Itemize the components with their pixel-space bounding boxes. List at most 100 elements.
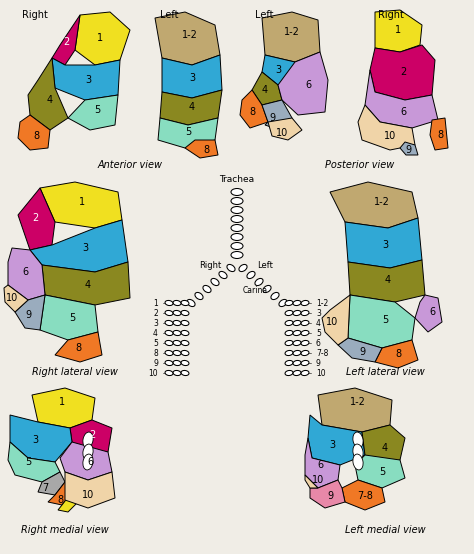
Polygon shape (48, 482, 72, 505)
Ellipse shape (293, 371, 301, 376)
Text: 1: 1 (59, 397, 65, 407)
Ellipse shape (181, 371, 189, 376)
Text: 9: 9 (327, 491, 333, 501)
Ellipse shape (353, 444, 363, 460)
Ellipse shape (165, 310, 173, 316)
Ellipse shape (301, 320, 309, 326)
Text: 4: 4 (189, 102, 195, 112)
Text: Left: Left (160, 10, 179, 20)
Ellipse shape (203, 285, 211, 293)
Text: 1-2: 1-2 (182, 30, 198, 40)
Polygon shape (52, 58, 120, 100)
Text: 6: 6 (429, 307, 435, 317)
Ellipse shape (173, 341, 181, 346)
Ellipse shape (173, 351, 181, 356)
Polygon shape (278, 52, 328, 115)
Text: 9: 9 (269, 113, 275, 123)
Ellipse shape (173, 330, 181, 336)
Polygon shape (308, 415, 365, 465)
Ellipse shape (165, 351, 173, 356)
Polygon shape (40, 182, 122, 228)
Text: 10: 10 (6, 293, 18, 303)
Polygon shape (55, 332, 102, 362)
Ellipse shape (293, 320, 301, 326)
Polygon shape (262, 100, 292, 130)
Ellipse shape (181, 341, 189, 346)
Text: Right medial view: Right medial view (21, 525, 109, 535)
Text: Left lateral view: Left lateral view (346, 367, 424, 377)
Ellipse shape (173, 300, 181, 306)
Polygon shape (345, 218, 422, 268)
Polygon shape (348, 260, 425, 302)
Text: 8: 8 (249, 107, 255, 117)
Ellipse shape (285, 351, 293, 356)
Ellipse shape (173, 361, 181, 366)
Ellipse shape (247, 271, 255, 279)
Ellipse shape (165, 300, 173, 306)
Text: 10: 10 (312, 475, 324, 485)
Ellipse shape (293, 341, 301, 346)
Polygon shape (75, 12, 130, 65)
Polygon shape (330, 182, 418, 228)
Ellipse shape (293, 361, 301, 366)
Polygon shape (8, 248, 45, 300)
Text: Left: Left (257, 261, 273, 270)
Ellipse shape (255, 279, 263, 285)
Polygon shape (240, 90, 268, 128)
Ellipse shape (293, 351, 301, 356)
Ellipse shape (231, 197, 243, 204)
Text: Right: Right (22, 10, 48, 20)
Ellipse shape (173, 320, 181, 326)
Polygon shape (30, 220, 128, 272)
Text: 5: 5 (382, 315, 388, 325)
Polygon shape (58, 492, 78, 512)
Text: Right: Right (199, 261, 221, 270)
Ellipse shape (301, 351, 309, 356)
Ellipse shape (231, 243, 243, 249)
Polygon shape (305, 475, 318, 488)
Polygon shape (365, 70, 438, 128)
Ellipse shape (293, 310, 301, 316)
Ellipse shape (353, 432, 363, 448)
Text: 3: 3 (189, 73, 195, 83)
Ellipse shape (83, 432, 93, 448)
Text: 9: 9 (405, 145, 411, 155)
Ellipse shape (301, 300, 309, 306)
Text: 1-2: 1-2 (350, 397, 366, 407)
Text: 8: 8 (75, 343, 81, 353)
Text: 9: 9 (153, 358, 158, 367)
Ellipse shape (173, 310, 181, 316)
Text: 9: 9 (316, 358, 321, 367)
Text: 10: 10 (326, 317, 338, 327)
Polygon shape (322, 295, 350, 345)
Text: 7: 7 (42, 483, 48, 493)
Text: 5: 5 (379, 467, 385, 477)
Text: 6: 6 (316, 338, 321, 347)
Polygon shape (8, 442, 60, 482)
Text: 6: 6 (22, 267, 28, 277)
Text: 5: 5 (153, 338, 158, 347)
Ellipse shape (231, 207, 243, 213)
Text: 1-2: 1-2 (374, 197, 390, 207)
Polygon shape (70, 420, 112, 455)
Polygon shape (185, 140, 218, 158)
Polygon shape (52, 15, 80, 65)
Ellipse shape (231, 216, 243, 223)
Polygon shape (65, 472, 115, 508)
Text: Anterior view: Anterior view (98, 160, 163, 170)
Text: 2: 2 (63, 37, 69, 47)
Text: Right: Right (378, 10, 404, 20)
Text: Left medial view: Left medial view (345, 525, 425, 535)
Polygon shape (68, 95, 118, 130)
Ellipse shape (353, 454, 363, 470)
Polygon shape (262, 12, 320, 62)
Text: Posterior view: Posterior view (325, 160, 395, 170)
Polygon shape (18, 188, 55, 250)
Text: 3: 3 (32, 435, 38, 445)
Ellipse shape (83, 444, 93, 460)
Text: 4: 4 (316, 319, 321, 327)
Ellipse shape (165, 361, 173, 366)
Text: 6: 6 (317, 460, 323, 470)
Ellipse shape (301, 371, 309, 376)
Text: 6: 6 (305, 80, 311, 90)
